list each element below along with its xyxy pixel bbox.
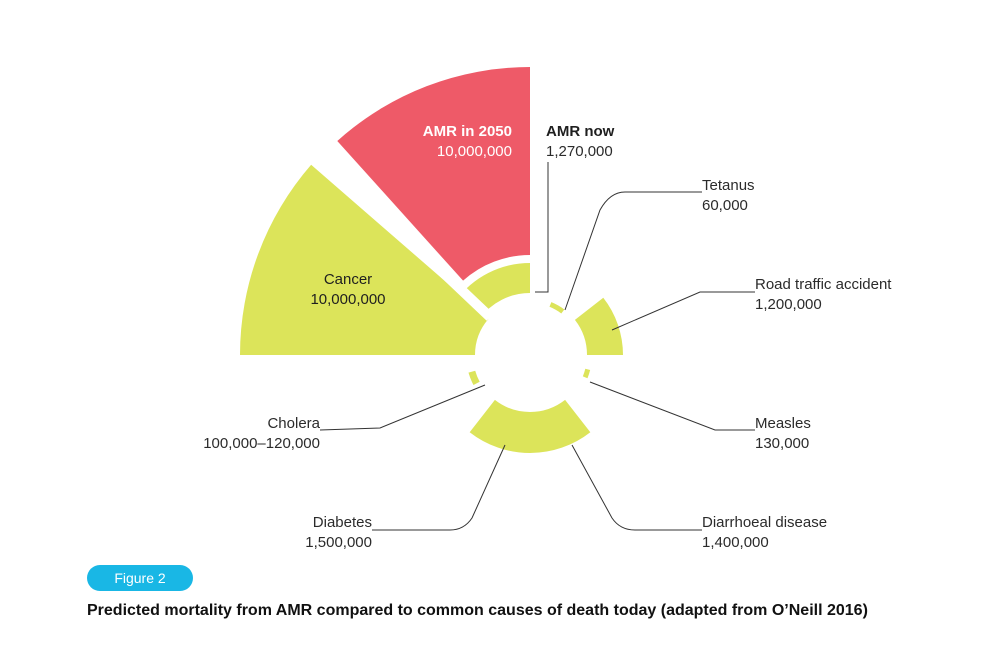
label-tetanus: Tetanus: [702, 177, 755, 194]
figure-caption: Predicted mortality from AMR compared to…: [87, 602, 868, 619]
leader-cholera: [319, 384, 486, 431]
wedge-road-traffic: [574, 297, 623, 355]
figure-badge: Figure 2: [87, 565, 193, 591]
leader-amr-now: [535, 162, 549, 293]
label-road-traffic: Road traffic accident: [755, 276, 892, 293]
value-road-traffic: 1,200,000: [755, 296, 822, 313]
label-amr-2050: AMR in 2050: [423, 123, 512, 140]
value-tetanus: 60,000: [702, 197, 748, 214]
label-measles: Measles: [755, 415, 811, 432]
wedge-amr-2050: [337, 66, 530, 281]
value-cancer: 10,000,000: [310, 291, 385, 308]
chart-leader-lines: [319, 162, 755, 531]
value-measles: 130,000: [755, 435, 809, 452]
value-cholera: 100,000–120,000: [203, 435, 320, 452]
value-diabetes: 1,500,000: [305, 534, 372, 551]
value-amr-now: 1,270,000: [546, 143, 613, 160]
value-diarrhoeal: 1,400,000: [702, 534, 769, 551]
wedge-cholera: [468, 370, 480, 386]
wedge-diarrhoeal: [530, 399, 591, 453]
chart-wedges: [240, 66, 623, 454]
leader-tetanus: [564, 191, 702, 311]
wedge-gap: [308, 144, 494, 321]
wedge-diabetes: [469, 399, 530, 454]
leader-measles: [589, 381, 755, 431]
wedge-measles: [582, 368, 591, 379]
leader-diabetes: [372, 444, 506, 531]
label-diabetes: Diabetes: [313, 514, 372, 531]
label-diarrhoeal: Diarrhoeal disease: [702, 514, 827, 531]
wedge-cancer: [240, 164, 489, 355]
wedge-tetanus: [549, 302, 565, 314]
leader-road-traffic: [611, 291, 755, 331]
label-cancer: Cancer: [324, 271, 372, 288]
chart-labels: AMR in 2050 10,000,000 AMR now 1,270,000 Tet…: [203, 123, 892, 551]
value-amr-2050: 10,000,000: [437, 143, 512, 160]
leader-diarrhoeal: [571, 444, 702, 531]
label-amr-now: AMR now: [546, 123, 615, 140]
mortality-chart: AMR in 2050 10,000,000 AMR now 1,270,000 Tet…: [203, 66, 892, 551]
label-cholera: Cholera: [267, 415, 320, 432]
